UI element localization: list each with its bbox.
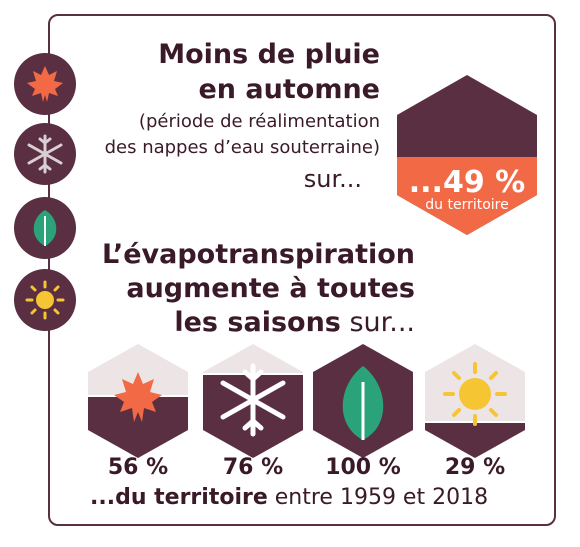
snowflake-icon: [27, 134, 63, 174]
rain-subtext-line1: (période de réalimentation: [138, 111, 380, 132]
summer-hexagon: [425, 344, 525, 458]
evap-heading-line1: L’évapotranspiration: [101, 239, 415, 270]
summer-season-badge: [14, 269, 76, 331]
footer-light: entre 1959 et 2018: [267, 485, 489, 510]
evap-heading-line3: les saisons sur...: [174, 306, 415, 340]
evap-heading-light: sur...: [340, 307, 415, 338]
rain-subtext-line2: des nappes d’eau souterraine): [104, 137, 380, 158]
spring-hexagon: [313, 344, 413, 458]
autumn-season-badge: [14, 53, 76, 115]
evap-heading-bold: les saisons: [174, 307, 341, 338]
rain-stat-value: ...49 %: [408, 165, 526, 200]
rain-stat-hexagon: ...49 % du territoire: [397, 75, 537, 235]
leaf-icon: [33, 210, 57, 246]
sun-icon: [25, 280, 65, 320]
rain-stat-label: du territoire: [425, 197, 509, 213]
footer-text: ...du territoire entre 1959 et 2018: [90, 485, 488, 510]
summer-percent: 29 %: [444, 455, 506, 480]
evap-heading-line2: augmente à toutes: [126, 273, 415, 304]
autumn-hexagon: [88, 344, 188, 458]
winter-percent: 76 %: [222, 455, 284, 480]
sur-label: sur...: [303, 165, 362, 193]
rain-heading-line1: Moins de pluie: [158, 39, 380, 70]
rain-heading-line2: en automne: [198, 74, 381, 105]
sun-icon: [443, 362, 507, 426]
winter-hexagon: [203, 344, 303, 458]
autumn-percent: 56 %: [107, 455, 169, 480]
spring-percent: 100 %: [325, 455, 401, 480]
winter-season-badge: [14, 123, 76, 185]
snowflake-icon: [220, 363, 286, 437]
leaf-maple-icon: [27, 66, 63, 102]
footer-bold: ...du territoire: [90, 485, 268, 510]
spring-season-badge: [14, 197, 76, 259]
leaf-maple-icon: [114, 372, 162, 422]
